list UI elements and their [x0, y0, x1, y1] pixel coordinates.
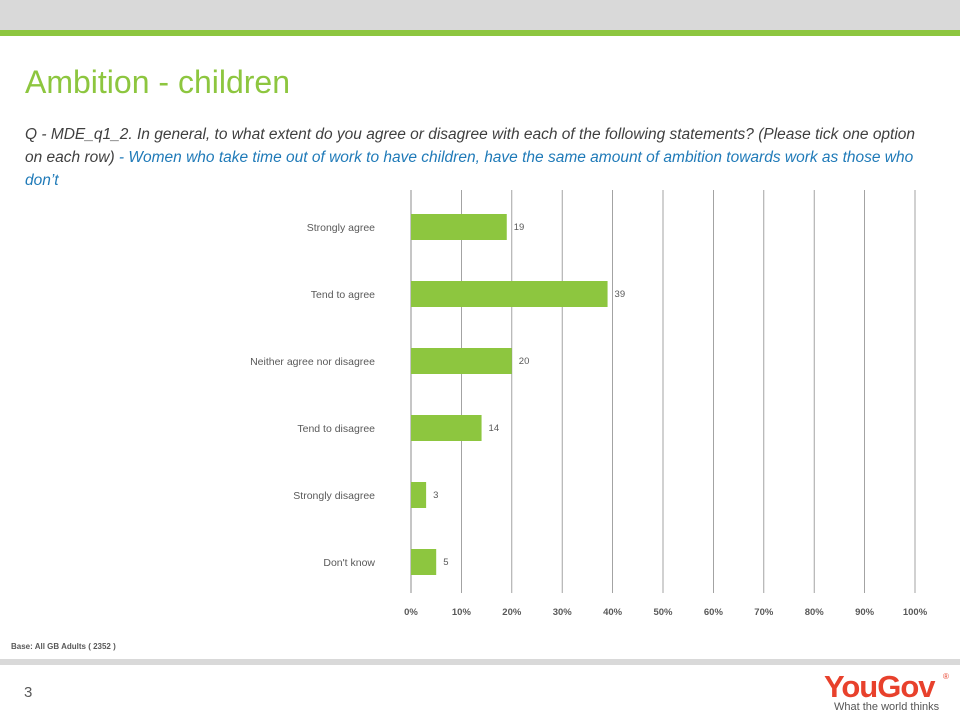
logo-tagline: What the world thinks [834, 701, 940, 713]
bar-2 [411, 348, 512, 374]
chart-labels: 0% 10% 20% 30% 40% 50% 60% 70% 80% 90% 100% Strongl… [250, 222, 928, 618]
x-tick-label-1: 10% [452, 607, 472, 618]
question-statement: - Women who take time out of work to hav… [25, 149, 914, 189]
page-title: Ambition - children [25, 64, 290, 100]
bar-0 [411, 214, 507, 240]
bar-chart: 0% 10% 20% 30% 40% 50% 60% 70% 80% 90% 100% Strongl… [250, 190, 928, 618]
bar-1 [411, 281, 608, 307]
base-note: Base: All GB Adults ( 2352 ) [11, 642, 116, 651]
x-tick-label-5: 50% [653, 607, 673, 618]
value-label-2: 20 [519, 356, 530, 367]
x-tick-label-7: 70% [754, 607, 774, 618]
x-tick-label-4: 40% [603, 607, 623, 618]
x-tick-label-6: 60% [704, 607, 724, 618]
bar-5 [411, 549, 437, 575]
x-tick-label-3: 30% [553, 607, 573, 618]
bar-4 [411, 482, 427, 508]
logo-wordmark: YouGov [824, 669, 936, 704]
x-tick-label-2: 20% [502, 607, 522, 618]
value-label-1: 39 [615, 289, 626, 300]
top-band [0, 0, 960, 30]
chart-gridlines [410, 190, 916, 593]
category-label-3: Tend to disagree [297, 423, 375, 435]
bottom-band [0, 659, 960, 665]
x-tick-label-10: 100% [903, 607, 928, 618]
category-label-2: Neither agree nor disagree [250, 356, 375, 368]
x-tick-label-9: 90% [855, 607, 875, 618]
logo-registered-mark: ® [943, 672, 949, 681]
x-tick-label-0: 0% [404, 607, 418, 618]
category-label-5: Don't know [323, 557, 375, 569]
category-label-4: Strongly disagree [293, 490, 375, 502]
x-tick-label-8: 80% [805, 607, 825, 618]
page-number: 3 [24, 684, 33, 701]
question-prefix: Q - MDE_q1_2. In general, to what extent… [25, 126, 916, 166]
chart-bars [411, 214, 608, 575]
question-text: Q - MDE_q1_2. In general, to what extent… [25, 123, 930, 192]
value-label-4: 3 [433, 490, 438, 501]
value-label-0: 19 [514, 222, 525, 233]
value-label-3: 14 [489, 423, 500, 434]
top-accent-bar [0, 30, 960, 36]
value-label-5: 5 [443, 557, 448, 568]
category-label-0: Strongly agree [307, 222, 375, 234]
category-label-1: Tend to agree [311, 289, 375, 301]
bar-3 [411, 415, 482, 441]
yougov-logo: YouGov ® What the world thinks [824, 669, 954, 717]
